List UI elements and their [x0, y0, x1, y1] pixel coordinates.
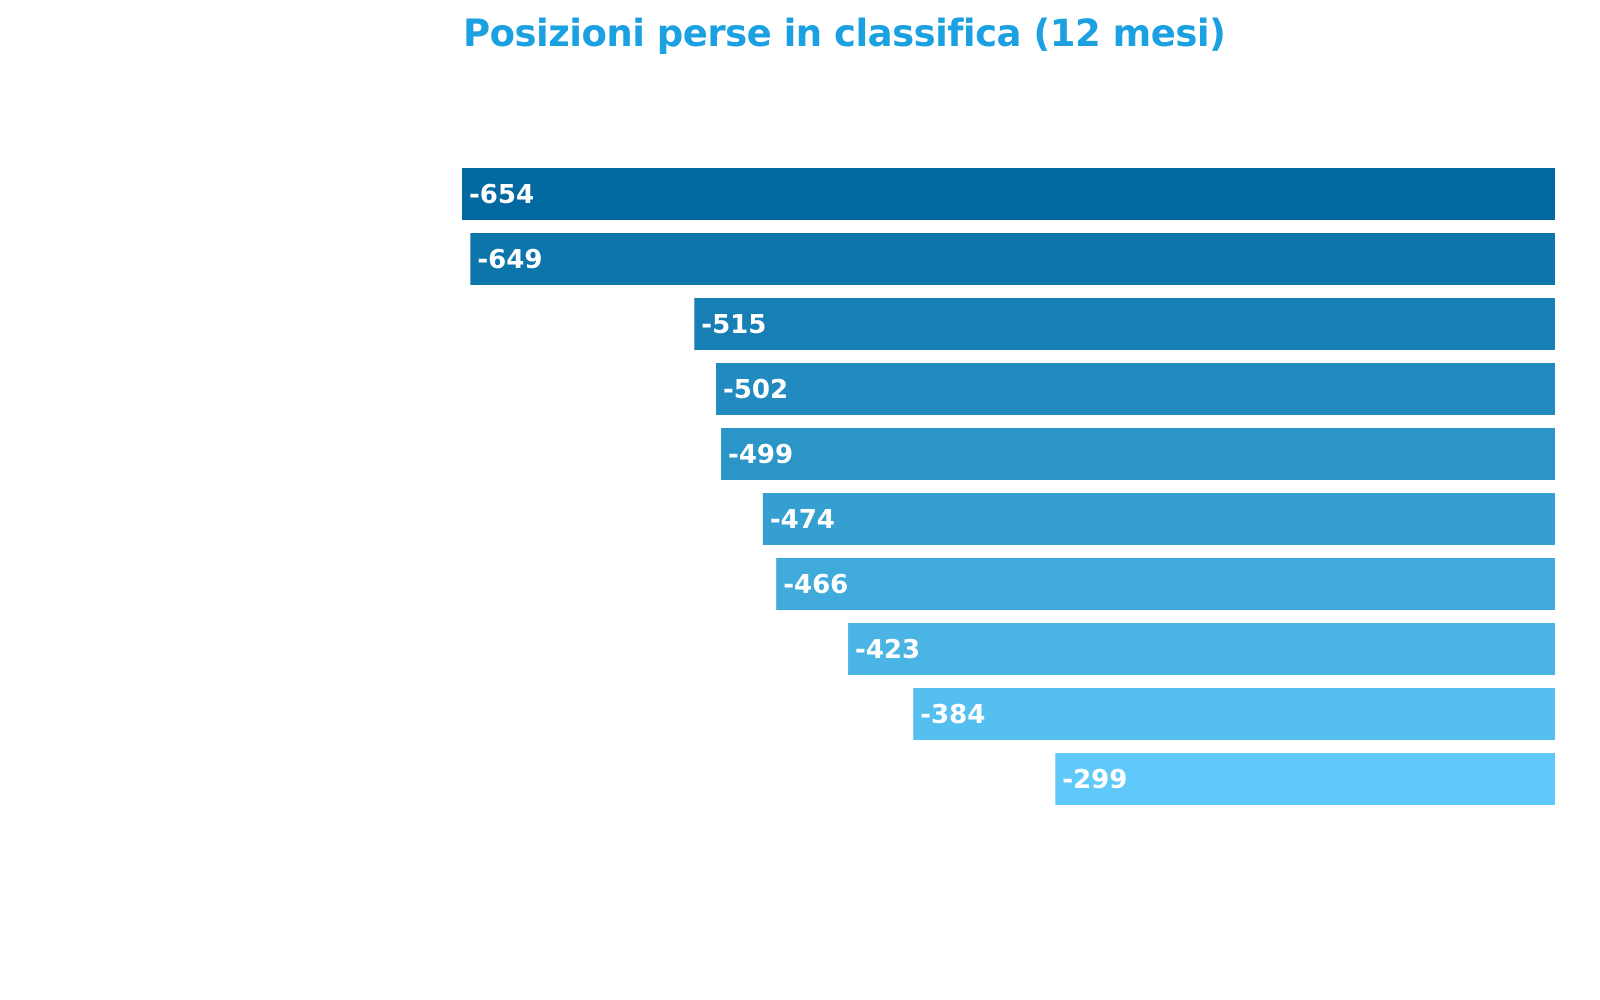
bar-value-label: -502 — [723, 375, 788, 405]
bar — [762, 493, 1555, 545]
bar-value-label: -649 — [477, 245, 542, 275]
bar — [848, 623, 1555, 675]
bar-value-label: -384 — [920, 700, 985, 730]
bar — [462, 168, 1555, 220]
bar-value-label: -515 — [701, 310, 766, 340]
bar — [776, 558, 1555, 610]
bar-value-label: -299 — [1062, 765, 1127, 795]
chart-title: Posizioni perse in classifica (12 mesi) — [463, 12, 1226, 55]
bar — [1055, 753, 1555, 805]
bar — [470, 233, 1556, 285]
bar — [913, 688, 1555, 740]
bar — [694, 298, 1555, 350]
bar — [721, 428, 1555, 480]
bar — [716, 363, 1555, 415]
bar-value-label: -474 — [770, 505, 835, 535]
bar-value-label: -499 — [728, 440, 793, 470]
bar-value-label: -466 — [783, 570, 848, 600]
bar-value-label: -423 — [855, 635, 920, 665]
bar-value-label: -654 — [469, 180, 534, 210]
